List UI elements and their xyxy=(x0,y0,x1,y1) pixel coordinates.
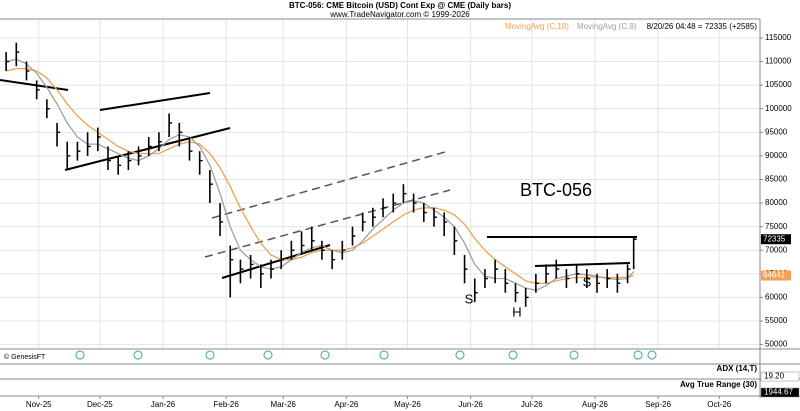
panel-value-box xyxy=(760,387,800,398)
icon xyxy=(508,350,518,360)
panel-title: Avg True Range (30) xyxy=(680,380,757,389)
support-line xyxy=(534,262,631,267)
last-price-tag-box xyxy=(761,234,791,245)
y-tick-label: 100000 xyxy=(765,104,792,113)
icon xyxy=(455,350,465,360)
icon xyxy=(647,350,657,360)
y-tick-label: 95000 xyxy=(765,127,788,136)
pattern-label: H xyxy=(512,304,521,319)
trendline xyxy=(99,92,211,111)
x-tick-label: Oct-26 xyxy=(707,400,732,409)
x-tick-label: Jul-26 xyxy=(521,400,543,409)
icon xyxy=(633,350,643,360)
ma-value-tag: 64641 xyxy=(763,271,786,280)
icon xyxy=(263,350,273,360)
chart-title: BTC-056: CME Bitcoin (USD) Cont Exp @ CM… xyxy=(289,1,511,10)
icon xyxy=(133,350,143,360)
symbol-label: BTC-056 xyxy=(520,180,592,200)
y-tick-label: 70000 xyxy=(765,245,788,254)
quote: 8/20/26 04:48 = 72335 (+2585) xyxy=(647,22,758,31)
x-tick-label: Nov-25 xyxy=(26,400,52,409)
icon xyxy=(379,350,389,360)
y-tick-label: 80000 xyxy=(765,198,788,207)
legend-entry: MovingAvg (C,18) xyxy=(505,22,569,31)
x-tick-label: Mar-26 xyxy=(271,400,297,409)
panel-value-box xyxy=(760,371,800,382)
trendline xyxy=(64,127,231,171)
icon xyxy=(75,350,85,360)
ma-value-tag-box xyxy=(761,270,791,281)
y-tick-label: 110000 xyxy=(765,57,792,66)
chart-subtitle: www.TradeNavigator.com © 1999-2026 xyxy=(329,10,470,19)
x-tick-label: Apr-26 xyxy=(334,400,359,409)
y-tick-label: 90000 xyxy=(765,151,788,160)
pattern-label: S xyxy=(465,291,474,306)
trendline xyxy=(0,79,69,91)
x-tick-label: Sep-26 xyxy=(645,400,671,409)
y-tick-label: 55000 xyxy=(765,316,788,325)
icon xyxy=(569,350,579,360)
icon xyxy=(320,350,330,360)
source-label: © GenesisFT xyxy=(4,353,46,361)
panel-value: 19.20 xyxy=(764,372,785,381)
panel-value: 1944.67 xyxy=(764,388,793,397)
event-icons xyxy=(75,350,657,360)
last-price-tag: 72335 xyxy=(763,234,786,243)
x-tick-label: Jun-26 xyxy=(458,400,483,409)
y-tick-label: 75000 xyxy=(765,222,788,231)
y-tick-label: 105000 xyxy=(765,80,792,89)
icon xyxy=(205,350,215,360)
x-tick-label: Jan-26 xyxy=(151,400,176,409)
channel-line xyxy=(211,151,446,219)
x-tick-label: Feb-26 xyxy=(213,400,239,409)
x-tick-label: May-26 xyxy=(394,400,421,409)
panel-title: ADX (14,T) xyxy=(717,364,758,373)
x-tick-label: Dec-25 xyxy=(87,400,113,409)
legend-entry: MovingAvg (C,8) xyxy=(577,22,637,31)
y-tick-label: 85000 xyxy=(765,175,788,184)
x-tick-label: Aug-26 xyxy=(582,400,608,409)
y-tick-label: 115000 xyxy=(765,33,792,42)
y-tick-label: 50000 xyxy=(765,340,788,349)
y-tick-label: 60000 xyxy=(765,293,788,302)
